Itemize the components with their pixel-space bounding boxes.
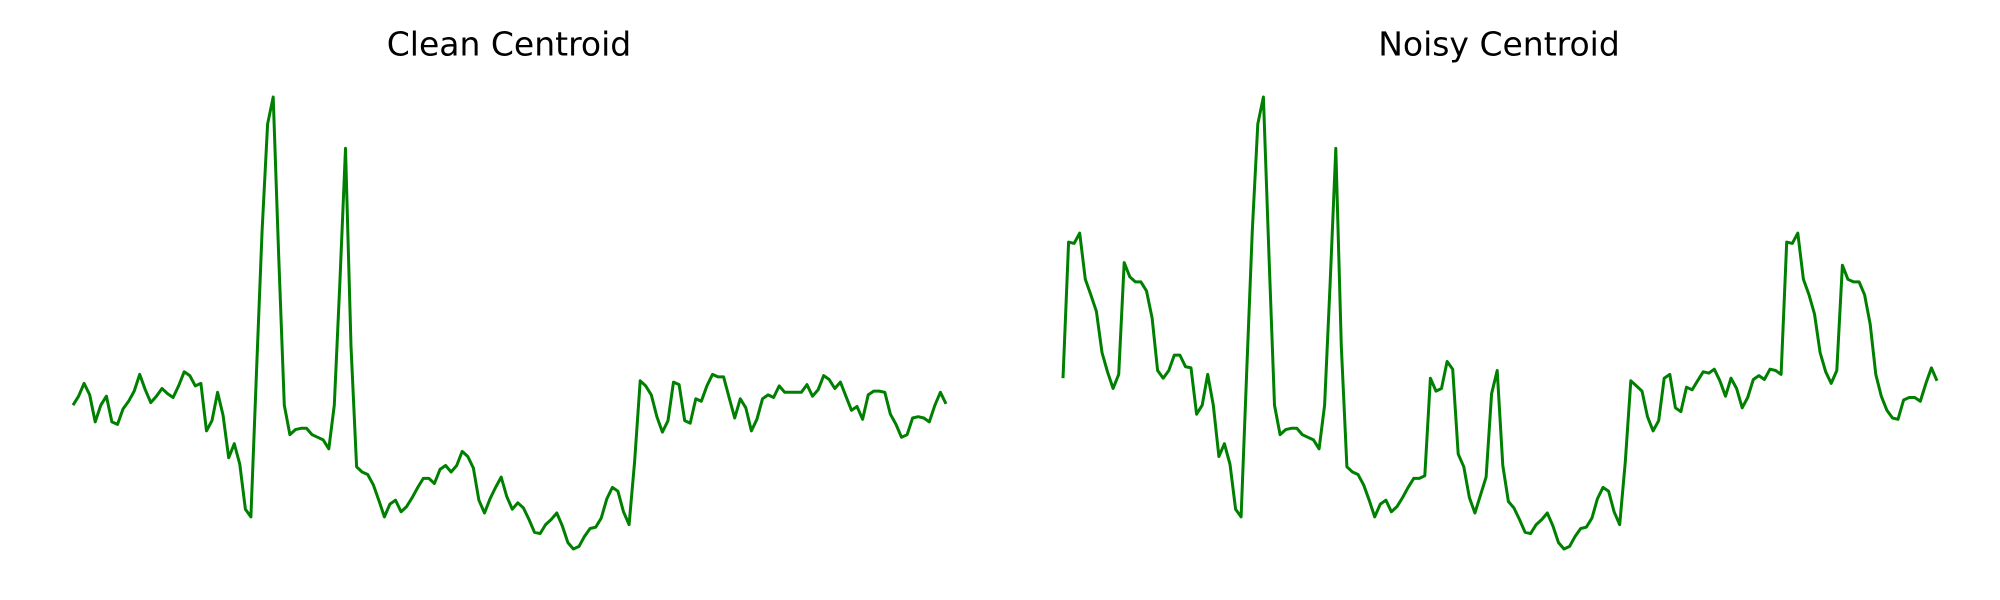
chart-title: Clean Centroid bbox=[387, 25, 632, 64]
line bbox=[1061, 95, 1939, 551]
line bbox=[71, 95, 948, 551]
chart-title: Noisy Centroid bbox=[1378, 25, 1620, 64]
